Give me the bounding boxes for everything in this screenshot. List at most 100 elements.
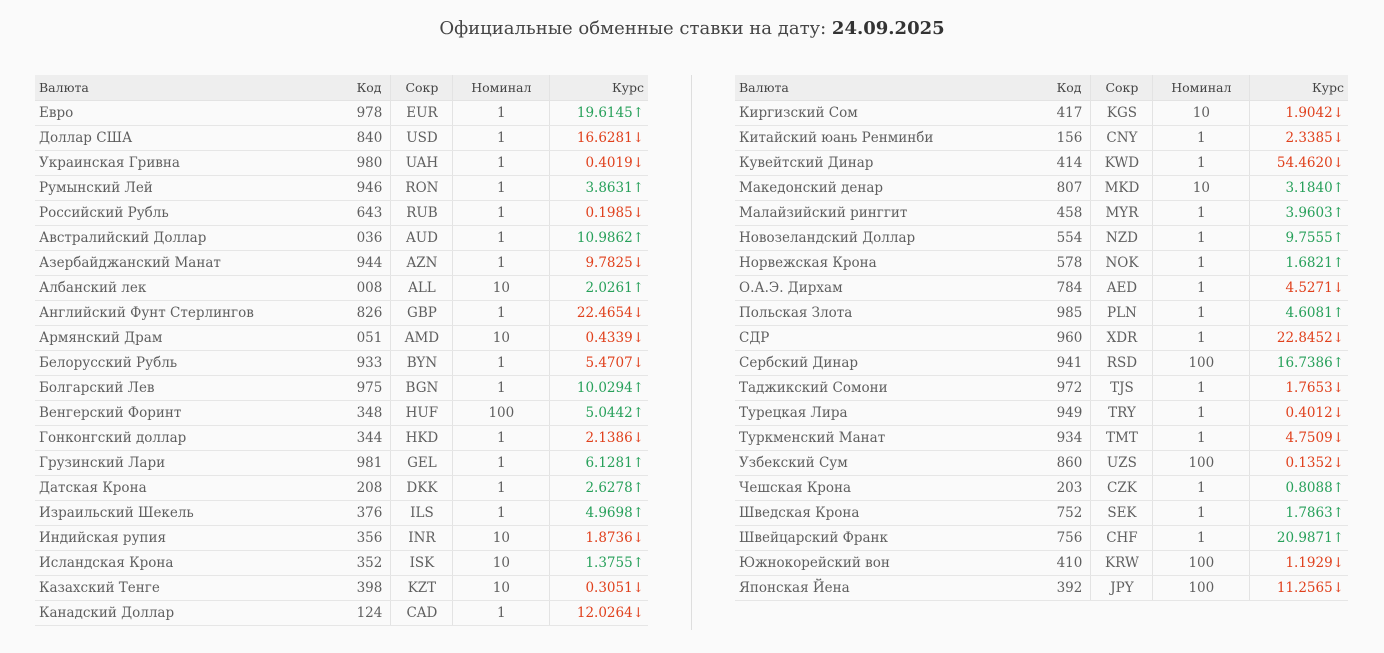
table-row: Австралийский Доллар 036 AUD 1 10.9862↑ — [35, 225, 648, 251]
header-rate: Курс — [1249, 75, 1348, 101]
currency-name: Японская Йена — [735, 575, 1052, 601]
table-row: Израильский Шекель 376 ILS 1 4.9698↑ — [35, 500, 648, 526]
rate-value: 4.9698 — [585, 505, 633, 521]
currency-code: 784 — [1051, 275, 1092, 301]
currency-code: 124 — [351, 600, 392, 626]
currency-rate: 4.7509↓ — [1249, 425, 1348, 451]
rate-value: 0.4339 — [585, 330, 633, 346]
currency-nominal: 1 — [452, 475, 551, 501]
table-row: Японская Йена 392 JPY 100 11.2565↓ — [735, 575, 1348, 601]
rate-value: 1.7653 — [1285, 380, 1333, 396]
table-row: Узбекский Сум 860 UZS 100 0.1352↓ — [735, 450, 1348, 476]
header-abbr: Сокр — [390, 75, 454, 101]
currency-nominal: 10 — [452, 275, 551, 301]
currency-nominal: 1 — [452, 100, 551, 126]
currency-name: Гонконгский доллар — [35, 425, 352, 451]
rate-value: 0.1985 — [585, 205, 633, 221]
currency-name: Туркменский Манат — [735, 425, 1052, 451]
arrow-up-icon: ↑ — [632, 555, 644, 571]
currency-rate: 3.8631↑ — [549, 175, 648, 201]
arrow-down-icon: ↓ — [1332, 430, 1344, 446]
currency-name: Таджикский Сомони — [735, 375, 1052, 401]
currency-nominal: 1 — [452, 175, 551, 201]
rate-value: 3.9603 — [1285, 205, 1333, 221]
currency-nominal: 10 — [1152, 175, 1251, 201]
table-header-row: Валюта Код Сокр Номинал Курс — [35, 75, 648, 101]
table-row: Казахский Тенге 398 KZT 10 0.3051↓ — [35, 575, 648, 601]
currency-abbr: BYN — [390, 350, 454, 376]
currency-rate: 1.8736↓ — [549, 525, 648, 551]
currency-rate: 2.3385↓ — [1249, 125, 1348, 151]
currency-nominal: 1 — [452, 125, 551, 151]
currency-nominal: 1 — [452, 200, 551, 226]
rate-value: 1.3755 — [585, 555, 633, 571]
currency-code: 554 — [1051, 225, 1092, 251]
rate-value: 3.1840 — [1285, 180, 1333, 196]
currency-rate: 0.3051↓ — [549, 575, 648, 601]
rate-value: 19.6145 — [576, 105, 633, 121]
currency-nominal: 1 — [452, 300, 551, 326]
rate-value: 3.8631 — [585, 180, 633, 196]
table-row: Македонский денар 807 MKD 10 3.1840↑ — [735, 175, 1348, 201]
arrow-down-icon: ↓ — [1332, 280, 1344, 296]
currency-rate: 4.9698↑ — [549, 500, 648, 526]
currency-rate: 54.4620↓ — [1249, 150, 1348, 176]
currency-abbr: CZK — [1090, 475, 1154, 501]
currency-code: 398 — [351, 575, 392, 601]
currency-nominal: 1 — [1152, 475, 1251, 501]
currency-code: 944 — [351, 250, 392, 276]
currency-rate: 1.3755↑ — [549, 550, 648, 576]
currency-rate: 0.4339↓ — [549, 325, 648, 351]
arrow-down-icon: ↓ — [1332, 405, 1344, 421]
currency-code: 985 — [1051, 300, 1092, 326]
table-row: Азербайджанский Манат 944 AZN 1 9.7825↓ — [35, 250, 648, 276]
currency-name: Узбекский Сум — [735, 450, 1052, 476]
currency-abbr: KGS — [1090, 100, 1154, 126]
currency-name: Малайзийский ринггит — [735, 200, 1052, 226]
currency-code: 840 — [351, 125, 392, 151]
currency-nominal: 1 — [452, 350, 551, 376]
header-rate: Курс — [549, 75, 648, 101]
rate-value: 1.7863 — [1285, 505, 1333, 521]
currency-abbr: DKK — [390, 475, 454, 501]
column-divider — [691, 75, 692, 630]
currency-rate: 1.9042↓ — [1249, 100, 1348, 126]
currency-abbr: UAH — [390, 150, 454, 176]
currency-rate: 19.6145↑ — [549, 100, 648, 126]
arrow-down-icon: ↓ — [1332, 155, 1344, 171]
currency-rate: 11.2565↓ — [1249, 575, 1348, 601]
currency-code: 051 — [351, 325, 392, 351]
currency-nominal: 1 — [1152, 275, 1251, 301]
currency-nominal: 10 — [452, 575, 551, 601]
table-row: Датская Крона 208 DKK 1 2.6278↑ — [35, 475, 648, 501]
arrow-down-icon: ↓ — [632, 580, 644, 596]
table-row: Армянский Драм 051 AMD 10 0.4339↓ — [35, 325, 648, 351]
arrow-down-icon: ↓ — [632, 330, 644, 346]
currency-nominal: 1 — [1152, 375, 1251, 401]
arrow-up-icon: ↑ — [1332, 205, 1344, 221]
rate-value: 5.0442 — [585, 405, 633, 421]
currency-rate: 0.4012↓ — [1249, 400, 1348, 426]
currency-code: 807 — [1051, 175, 1092, 201]
currency-abbr: XDR — [1090, 325, 1154, 351]
currency-name: СДР — [735, 325, 1052, 351]
currency-code: 344 — [351, 425, 392, 451]
arrow-up-icon: ↑ — [632, 505, 644, 521]
rate-value: 2.6278 — [585, 480, 633, 496]
table-row: Туркменский Манат 934 TMT 1 4.7509↓ — [735, 425, 1348, 451]
currency-nominal: 100 — [1152, 450, 1251, 476]
table-row: Киргизский Сом 417 KGS 10 1.9042↓ — [735, 100, 1348, 126]
currency-name: Казахский Тенге — [35, 575, 352, 601]
currency-code: 348 — [351, 400, 392, 426]
currency-nominal: 1 — [1152, 225, 1251, 251]
currency-nominal: 100 — [1152, 350, 1251, 376]
currency-name: Болгарский Лев — [35, 375, 352, 401]
currency-nominal: 1 — [1152, 400, 1251, 426]
currency-abbr: INR — [390, 525, 454, 551]
currency-name: О.А.Э. Дирхам — [735, 275, 1052, 301]
currency-rate: 1.6821↑ — [1249, 250, 1348, 276]
currency-abbr: RON — [390, 175, 454, 201]
currency-nominal: 10 — [452, 325, 551, 351]
currency-nominal: 1 — [1152, 200, 1251, 226]
currency-code: 352 — [351, 550, 392, 576]
